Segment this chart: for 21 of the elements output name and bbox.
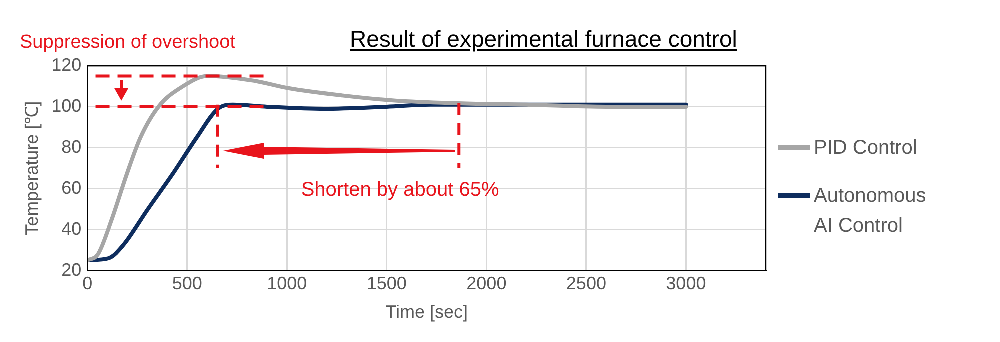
x-tick-label: 1000: [267, 274, 308, 294]
x-tick-label: 2000: [466, 274, 507, 294]
x-axis-title: Time [sec]: [386, 302, 468, 322]
y-tick-label: 100: [52, 96, 82, 116]
y-tick-label: 60: [62, 178, 82, 198]
legend-label: Autonomous AI Control: [814, 184, 928, 239]
text: Suppression of overshoot: [20, 32, 236, 54]
y-axis-title: Temperature [℃]: [22, 101, 42, 236]
x-tick-label: 3000: [666, 274, 706, 294]
x-tick-label: 2500: [566, 274, 606, 294]
line-series: [88, 74, 688, 263]
x-tick-label: 1500: [366, 274, 407, 294]
y-tick-label: 20: [62, 260, 82, 280]
y-tick-label: 40: [62, 218, 82, 239]
y-tick-label: 120: [52, 54, 82, 75]
legend-label: PID Control: [814, 136, 918, 161]
x-tick-label: 500: [172, 274, 202, 294]
chart-title: Result of experimental furnace control: [350, 26, 738, 53]
annotation: Shorten by about 65%: [301, 178, 500, 202]
y-tick-label: 80: [62, 136, 82, 157]
x-tick-label: 0: [82, 274, 93, 294]
